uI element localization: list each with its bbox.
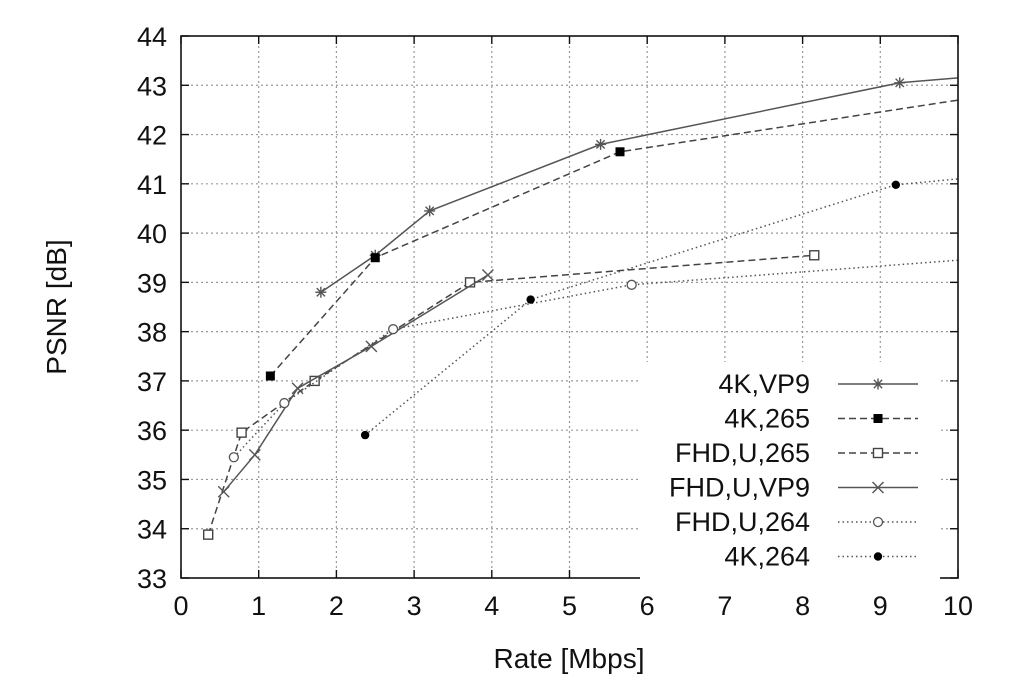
legend-entry: 4K,264 (724, 542, 918, 572)
data-point (248, 448, 261, 461)
x-tick-label: 5 (562, 591, 577, 621)
data-point (291, 382, 304, 395)
x-tick-label: 4 (484, 591, 499, 621)
legend-entry: 4K,265 (724, 404, 918, 434)
legend-entry: FHD,U,265 (675, 438, 918, 468)
data-point (202, 529, 214, 540)
x-tick-label: 7 (717, 591, 732, 621)
data-point (370, 253, 380, 263)
data-point (315, 286, 327, 298)
x-tick-label: 9 (873, 591, 888, 621)
legend-entry: FHD,U,VP9 (669, 473, 918, 503)
y-axis-title: PSNR [dB] (41, 239, 72, 374)
data-point (891, 180, 901, 190)
series-1 (265, 99, 959, 381)
series-line (364, 178, 959, 436)
data-point (217, 485, 230, 498)
legend-entry: FHD,U,264 (675, 507, 918, 537)
y-tick-label: 35 (137, 465, 167, 495)
data-point-stroke (217, 485, 230, 498)
series-line (223, 274, 489, 493)
grid (181, 36, 958, 578)
data-point (615, 147, 625, 157)
series-0 (315, 77, 959, 298)
y-tick-label: 39 (137, 268, 167, 298)
data-point-stroke (481, 268, 494, 281)
x-axis-title: Rate [Mbps] (494, 643, 645, 674)
x-tick-label: 6 (640, 591, 655, 621)
data-point (481, 268, 494, 281)
data-point-stroke (425, 206, 435, 216)
data-point-stroke (595, 139, 606, 150)
series-line (269, 99, 959, 377)
series-layer (202, 77, 959, 540)
y-tick-label: 40 (137, 219, 167, 249)
data-point-stroke (895, 78, 905, 88)
y-tick-label: 34 (137, 515, 167, 545)
y-tick-label: 38 (137, 318, 167, 348)
x-tick-label: 1 (251, 591, 266, 621)
legend: 4K,VP9 4K,265 FHD,U,265 FHD,U,VP9 FHD,U,264 4… (640, 362, 940, 579)
x-tick-label: 10 (943, 591, 973, 621)
legend-marker-stroke (873, 379, 883, 389)
data-point (360, 430, 370, 440)
data-point (387, 324, 399, 335)
y-tick-label: 42 (137, 121, 167, 151)
data-point (236, 427, 247, 438)
legend-marker-stroke (872, 481, 884, 494)
data-point (228, 452, 239, 463)
series-5 (360, 178, 959, 440)
data-point (265, 371, 275, 381)
data-point (365, 340, 378, 353)
series-3 (217, 268, 494, 498)
legend-label: 4K,VP9 (718, 369, 810, 399)
data-point (894, 77, 906, 89)
legend-label: FHD,U,265 (675, 438, 810, 468)
data-point (526, 295, 535, 304)
legend-marker (873, 414, 883, 423)
legend-marker (873, 552, 883, 561)
y-tick-label: 41 (137, 170, 167, 200)
data-point-stroke (291, 382, 304, 395)
data-point (279, 397, 290, 409)
series-line (207, 254, 815, 535)
x-tick-label: 8 (795, 591, 810, 621)
legend-entry: 4K,VP9 (718, 369, 918, 399)
y-tick-label: 37 (137, 367, 167, 397)
legend-marker (872, 516, 884, 528)
legend-label: FHD,U,VP9 (669, 473, 810, 503)
data-point (809, 250, 820, 261)
data-point-stroke (365, 340, 378, 353)
legend-label: 4K,264 (724, 542, 810, 572)
data-point-stroke (248, 448, 261, 461)
series-2 (202, 250, 820, 540)
y-tick-label: 36 (137, 416, 167, 446)
legend-marker (872, 481, 884, 494)
legend-marker (872, 447, 884, 459)
data-point-stroke (316, 287, 326, 297)
x-tick-label: 0 (173, 591, 188, 621)
data-point (595, 138, 607, 150)
data-point (626, 279, 637, 290)
y-tick-label: 44 (137, 22, 167, 52)
legend-marker (872, 378, 884, 390)
series-4 (228, 259, 959, 463)
y-tick-label: 33 (137, 564, 167, 594)
y-tick-label: 43 (137, 71, 167, 101)
x-tick-label: 2 (329, 591, 344, 621)
data-point (424, 205, 436, 217)
legend-label: FHD,U,264 (675, 507, 810, 537)
x-tick-label: 3 (407, 591, 422, 621)
legend-label: 4K,265 (724, 404, 810, 434)
legend-background (640, 362, 940, 579)
series-line (320, 77, 959, 293)
